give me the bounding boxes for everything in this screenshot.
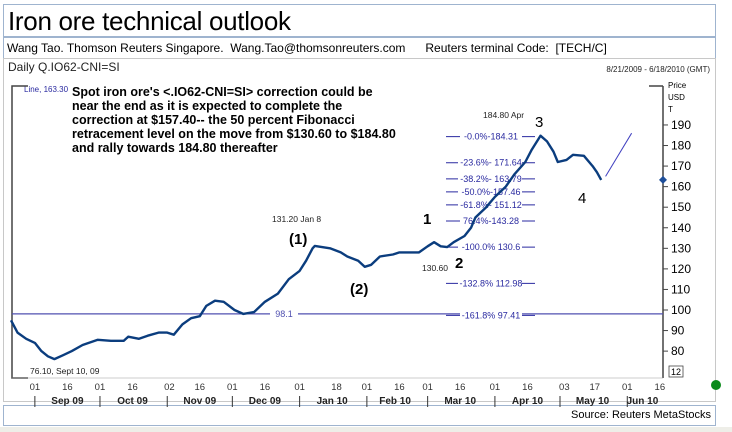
low-label: 76.10, Sept 10, 09 xyxy=(30,366,100,376)
ylabel-unit: T xyxy=(668,105,673,114)
annotation-note: Spot iron ore's <.IO62-CNI=SI> correctio… xyxy=(72,85,396,155)
y-tick-label: 190 xyxy=(671,118,691,132)
month-label: May 10 xyxy=(576,396,610,407)
note-line: correction at $157.40-- the 50 percent F… xyxy=(72,113,355,127)
high1-label: 131.20 Jan 8 xyxy=(272,214,321,224)
support-label: 98.1 xyxy=(275,309,293,319)
fib-level-label: -0.0%-184.31 xyxy=(464,132,518,142)
y-box-label: 12 xyxy=(671,367,681,377)
x-tick-label: 01 xyxy=(490,382,501,393)
x-tick-label: 18 xyxy=(331,382,342,393)
x-tick-label: 01 xyxy=(622,382,633,393)
price-line xyxy=(9,134,603,361)
y-tick-label: 90 xyxy=(671,324,685,338)
x-tick-label: 16 xyxy=(260,382,271,393)
fib-level-label: -23.6%- 171.64 xyxy=(460,158,522,168)
x-tick-label: 01 xyxy=(227,382,238,393)
month-label: Oct 09 xyxy=(117,396,148,407)
x-tick-label: 01 xyxy=(294,382,305,393)
month-label: Nov 09 xyxy=(183,396,216,407)
fib-level-label: 76.4%-143.28 xyxy=(463,216,519,226)
note-line: near the end as it is expected to comple… xyxy=(72,99,342,113)
ylabel-currency: USD xyxy=(668,93,685,102)
author-line: Wang Tao. Thomson Reuters Singapore. Wan… xyxy=(7,41,607,55)
fib-level-label: -161.8% 97.41 xyxy=(462,310,521,320)
fib-level-label: -132.8% 112.98 xyxy=(460,278,523,288)
status-dot-icon xyxy=(711,380,721,390)
month-label: Apr 10 xyxy=(512,396,544,407)
x-tick-label: 02 xyxy=(164,382,175,393)
x-tick-label: 01 xyxy=(95,382,106,393)
x-tick-label: 03 xyxy=(559,382,570,393)
x-tick-label: 16 xyxy=(62,382,73,393)
fib-label-bg xyxy=(460,157,522,168)
source-box: Source: Reuters MetaStocks xyxy=(3,405,716,426)
x-tick-label: 01 xyxy=(30,382,41,393)
month-label: Mar 10 xyxy=(444,396,476,407)
x-tick-label: 16 xyxy=(195,382,206,393)
fib-label-bg xyxy=(460,216,522,227)
y-tick-label: 160 xyxy=(671,180,691,194)
note-line: Spot iron ore's <.IO62-CNI=SI> correctio… xyxy=(72,85,373,99)
month-label: Jan 10 xyxy=(317,396,349,407)
legend-line: Line, 163.30 xyxy=(24,85,69,94)
chart-panel xyxy=(3,58,716,402)
x-tick-label: 16 xyxy=(127,382,138,393)
fib-label-bg xyxy=(460,242,522,253)
month-label: Dec 09 xyxy=(249,396,282,407)
wave-label: (1) xyxy=(289,231,307,248)
fib-level-label: -61.8%- 151.12 xyxy=(460,200,522,210)
fib-label-bg xyxy=(460,131,522,142)
y-tick-label: 140 xyxy=(671,221,691,235)
fib-level-label: -50.0%-157.46 xyxy=(461,187,520,197)
page-title: Iron ore technical outlook xyxy=(8,6,291,36)
y-tick-label: 180 xyxy=(671,139,691,153)
x-tick-label: 16 xyxy=(455,382,466,393)
note-line: and rally towards 184.80 thereafter xyxy=(72,141,278,155)
x-tick-label: 16 xyxy=(522,382,533,393)
y-box xyxy=(668,365,684,378)
wave-label: 4 xyxy=(578,190,586,207)
fib-label-bg xyxy=(460,173,522,184)
month-label: Sep 09 xyxy=(51,396,84,407)
y-tick-label: 170 xyxy=(671,159,691,173)
x-tick-label: 16 xyxy=(655,382,666,393)
wave-label: (2) xyxy=(350,281,368,298)
month-label: Jun 10 xyxy=(627,396,659,407)
title-box: Iron ore technical outlook xyxy=(3,4,716,38)
scrollbar[interactable] xyxy=(0,427,732,432)
fib-label-bg xyxy=(460,310,522,321)
y-tick-label: 150 xyxy=(671,200,691,214)
y-tick-label: 100 xyxy=(671,303,691,317)
projection-line xyxy=(605,132,633,177)
source-text: Source: Reuters MetaStocks xyxy=(570,409,711,421)
y-tick-label: 110 xyxy=(671,282,690,296)
high3-label: 184.80 Apr xyxy=(483,110,524,120)
fibonacci-levels: -0.0%-184.31 -23.6%- 171.64 -38.2%- 163.79… xyxy=(446,131,535,321)
fib-level-label: -100.0% 130.6 xyxy=(462,242,521,252)
wave-label: 2 xyxy=(455,255,463,272)
low2-label: 130.60 xyxy=(422,263,448,273)
x-tick-label: 16 xyxy=(394,382,405,393)
chart-title: Daily Q.IO62-CNI=SI xyxy=(8,60,120,74)
fib-label-bg xyxy=(460,199,522,210)
wave-label: 3 xyxy=(535,114,543,131)
date-range: 8/21/2009 - 6/18/2010 (GMT) xyxy=(606,65,710,74)
last-value-marker xyxy=(659,175,667,184)
plot-frame xyxy=(11,85,664,379)
x-tick-label: 01 xyxy=(422,382,433,393)
note-line: retracement level on the move from $130.… xyxy=(72,127,396,141)
y-tick-label: 80 xyxy=(671,344,685,358)
month-label: Feb 10 xyxy=(379,396,411,407)
wave-label: 1 xyxy=(423,211,431,228)
y-tick-label: 130 xyxy=(671,241,691,255)
fib-label-bg xyxy=(460,186,522,197)
fib-level-label: -38.2%- 163.79 xyxy=(460,174,522,184)
fib-label-bg xyxy=(460,278,522,289)
x-tick-label: 17 xyxy=(589,382,600,393)
ylabel-price: Price xyxy=(668,81,687,90)
x-tick-label: 01 xyxy=(362,382,373,393)
y-tick-label: 120 xyxy=(671,262,691,276)
